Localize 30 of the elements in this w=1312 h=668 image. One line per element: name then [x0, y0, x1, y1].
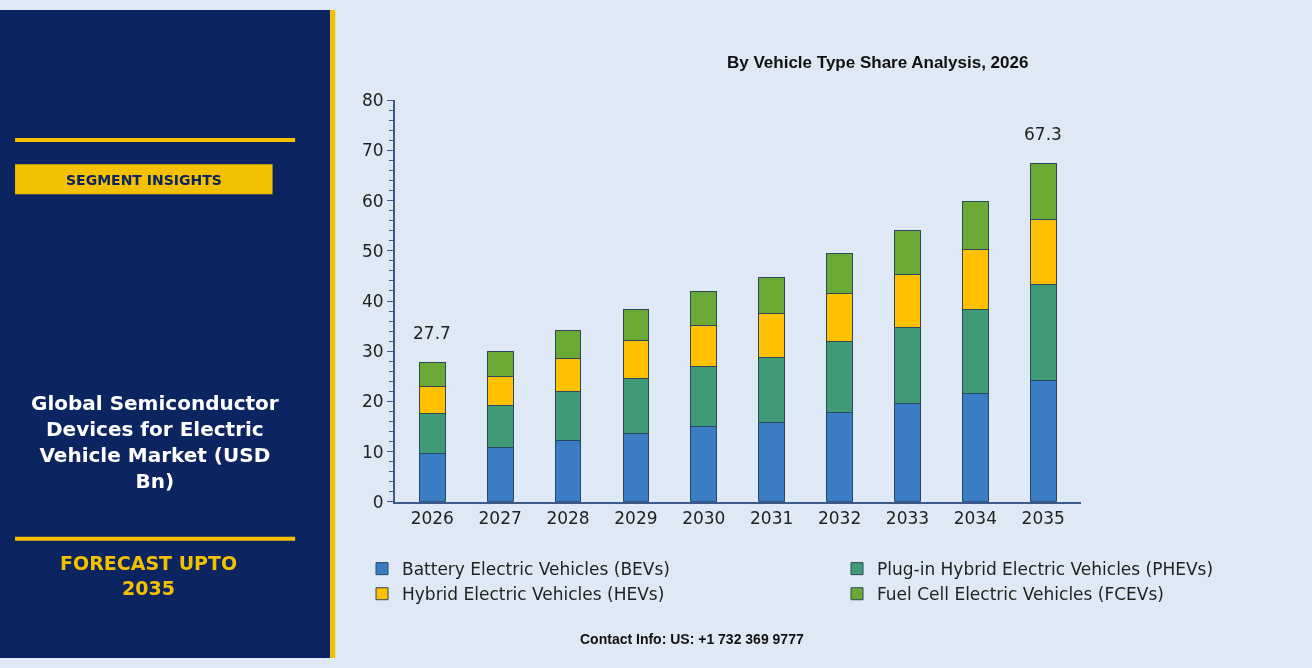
x-tick-label: 2029 — [614, 508, 658, 529]
legend-label: Fuel Cell Electric Vehicles (FCEVs) — [877, 584, 1164, 605]
legend-label: Hybrid Electric Vehicles (HEVs) — [402, 584, 665, 605]
text: SEGMENT INSIGHTS — [66, 172, 222, 188]
text: FORECAST UPTO 2035 — [60, 552, 238, 599]
y-tick-label: 70 — [361, 140, 384, 161]
y-tick-label: 0 — [372, 491, 384, 512]
x-tick-label: 2035 — [1021, 508, 1065, 529]
chart-subtitle: By Vehicle Type Share Analysis, 2026 — [727, 53, 1029, 72]
x-tick-label: 2027 — [478, 508, 522, 529]
y-tick-label: 40 — [361, 290, 384, 311]
text: Contact Info: US: +1 732 369 9777 — [580, 631, 804, 647]
x-tick-label: 2033 — [885, 508, 930, 529]
y-tick-label: 50 — [361, 240, 384, 261]
y-tick-label: 10 — [361, 441, 384, 462]
legend-label: Battery Electric Vehicles (BEVs) — [402, 559, 670, 580]
y-tick-label: 20 — [361, 391, 384, 412]
y-tick-label: 60 — [361, 190, 384, 211]
y-tick-label: 30 — [361, 341, 384, 362]
text: Global Semiconductor Devices for Electric Vehicle Market (USD Bn) — [31, 391, 279, 493]
x-tick-label: 2032 — [817, 508, 862, 529]
x-tick-label: 2028 — [546, 508, 590, 529]
x-tick-label: 2026 — [410, 508, 454, 529]
x-tick-label: 2031 — [750, 508, 794, 529]
total-label: 67.3 — [1024, 124, 1062, 144]
x-tick-label: 2030 — [682, 508, 726, 529]
total-label: 27.7 — [413, 323, 451, 343]
y-tick-label: 80 — [361, 90, 384, 111]
x-tick-label: 2034 — [953, 508, 997, 529]
legend-label: Plug-in Hybrid Electric Vehicles (PHEVs) — [877, 559, 1214, 580]
